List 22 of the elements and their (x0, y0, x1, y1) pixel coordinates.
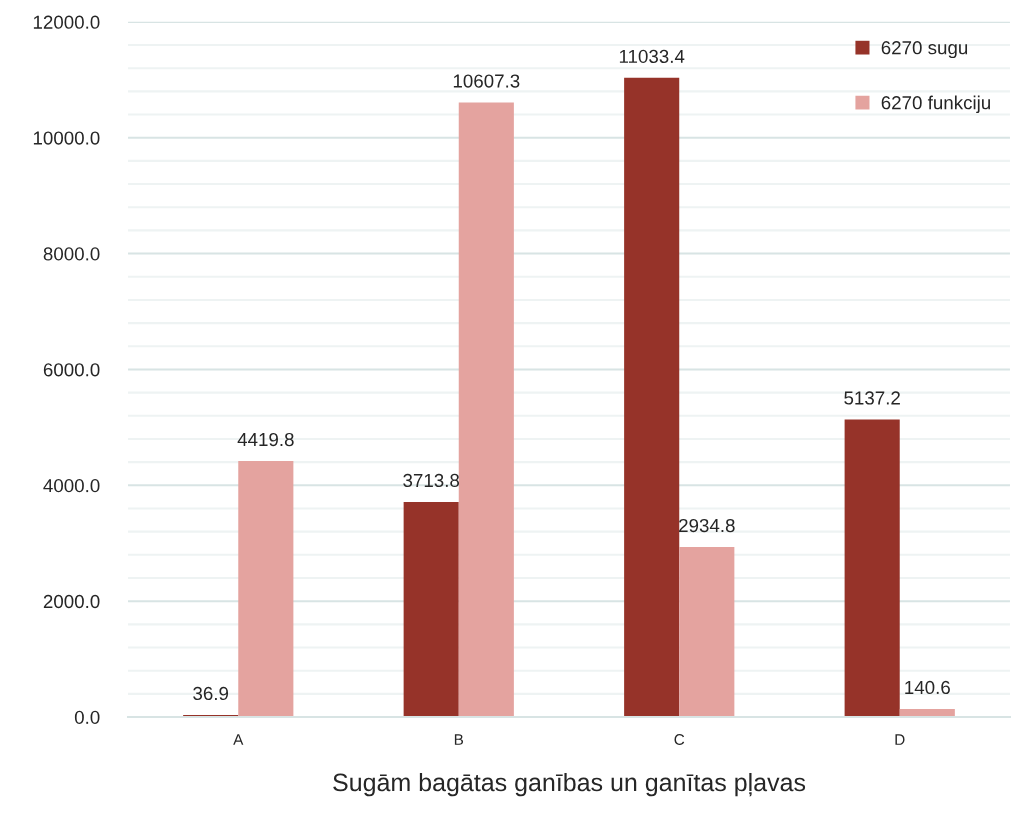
legend-label: 6270 sugu (881, 41, 968, 59)
x-tick-label: A (233, 734, 244, 745)
x-tick-label: B (454, 734, 464, 745)
y-tick-label: 0.0 (74, 710, 100, 725)
data-label: 140.6 (905, 680, 950, 695)
x-tick-label: C (674, 734, 685, 745)
legend-label: 6270 funkciju (881, 95, 990, 114)
y-tick-label: 10000.0 (33, 131, 100, 145)
data-label: 10607.3 (453, 74, 520, 88)
x-tick-label: D (895, 734, 905, 745)
y-tick-label: 2000.0 (43, 594, 100, 609)
y-tick-label: 6000.0 (43, 363, 100, 377)
data-label: 2934.8 (679, 518, 735, 533)
data-label: 4419.8 (237, 432, 294, 447)
data-label: 3713.8 (403, 473, 460, 488)
y-tick-label: 12000.0 (33, 15, 100, 29)
x-axis-title: Sugām bagātas ganības un ganītas pļavas (333, 772, 806, 797)
y-tick-label: 4000.0 (43, 479, 100, 493)
data-label: 11033.4 (619, 49, 685, 64)
y-tick-label: 8000.0 (43, 247, 100, 261)
data-label: 5137.2 (844, 391, 900, 405)
data-label: 36.9 (193, 686, 229, 701)
